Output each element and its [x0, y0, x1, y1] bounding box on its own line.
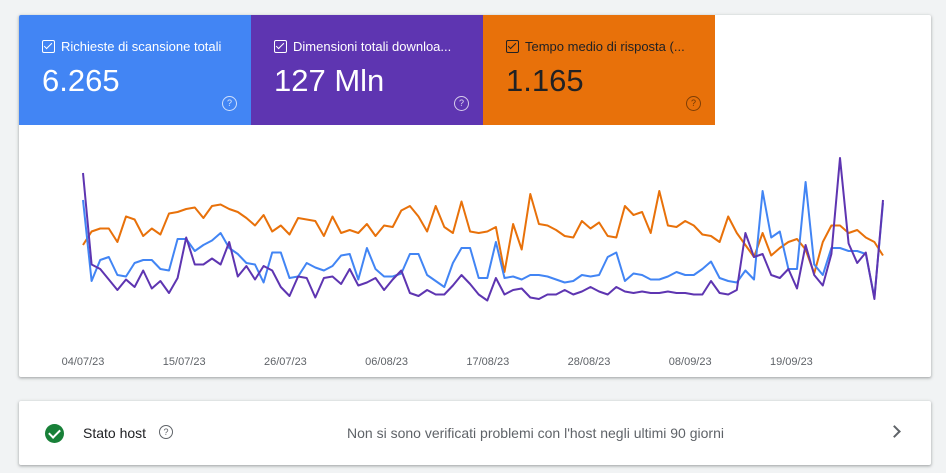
metric-value: 1.165 [506, 63, 584, 98]
metric-label: Dimensioni totali downloa... [293, 39, 452, 54]
series-line-0 [82, 181, 884, 299]
x-tick-label: 28/08/23 [568, 356, 611, 368]
check-circle-icon [45, 424, 64, 443]
x-tick-label: 08/09/23 [669, 356, 712, 368]
checkbox-checked-icon[interactable] [42, 40, 55, 53]
host-status-message: Non si sono verificati problemi con l'ho… [347, 425, 724, 441]
metric-value: 6.265 [42, 63, 120, 98]
x-tick-label: 19/09/23 [770, 356, 813, 368]
chevron-right-icon[interactable] [888, 425, 901, 438]
metric-value: 127 Mln [274, 63, 385, 98]
host-status-title: Stato host [83, 425, 147, 441]
metric-avg-response-time[interactable]: Tempo medio di risposta (... 1.165 ? [483, 15, 715, 125]
crawl-stats-card: Richieste di scansione totali 6.265 ? Di… [19, 15, 931, 377]
metric-tiles: Richieste di scansione totali 6.265 ? Di… [19, 15, 715, 125]
checkbox-checked-icon[interactable] [274, 40, 287, 53]
help-icon[interactable]: ? [159, 425, 173, 439]
checkbox-checked-icon[interactable] [506, 40, 519, 53]
metric-label: Tempo medio di risposta (... [525, 39, 685, 54]
series-line-2 [82, 190, 884, 275]
metric-total-download-size[interactable]: Dimensioni totali downloa... 127 Mln ? [251, 15, 483, 125]
help-icon[interactable]: ? [222, 96, 237, 111]
x-tick-label: 04/07/23 [62, 356, 105, 368]
crawl-stats-chart[interactable]: 04/07/23 15/07/23 26/07/23 06/08/23 17/08/23… [19, 125, 931, 377]
metric-total-crawl-requests[interactable]: Richieste di scansione totali 6.265 ? [19, 15, 251, 125]
x-tick-label: 06/08/23 [365, 356, 408, 368]
series-line-1 [82, 157, 884, 302]
help-icon[interactable]: ? [454, 96, 469, 111]
help-icon[interactable]: ? [686, 96, 701, 111]
metric-label: Richieste di scansione totali [61, 39, 222, 54]
x-tick-label: 26/07/23 [264, 356, 307, 368]
host-status-row[interactable]: Stato host ? Non si sono verificati prob… [19, 401, 931, 465]
x-tick-label: 15/07/23 [163, 356, 206, 368]
x-tick-label: 17/08/23 [466, 356, 509, 368]
